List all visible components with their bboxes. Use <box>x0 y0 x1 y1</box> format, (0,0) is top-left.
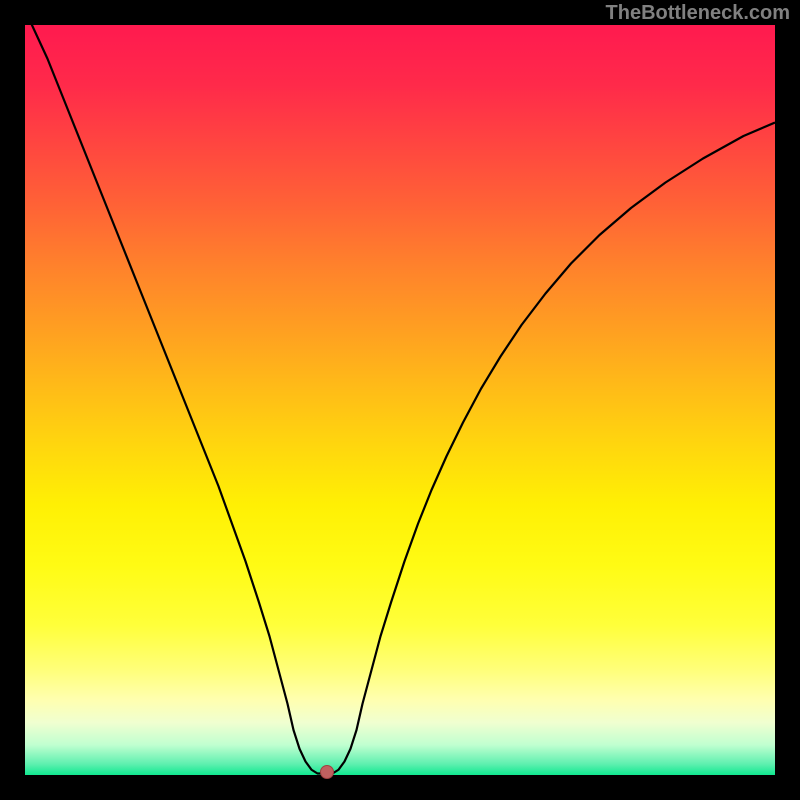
bottleneck-curve <box>25 25 775 774</box>
optimal-point-marker <box>320 765 334 779</box>
watermark-text: TheBottleneck.com <box>606 2 790 25</box>
curve-layer <box>25 25 775 775</box>
plot-area <box>25 25 775 775</box>
